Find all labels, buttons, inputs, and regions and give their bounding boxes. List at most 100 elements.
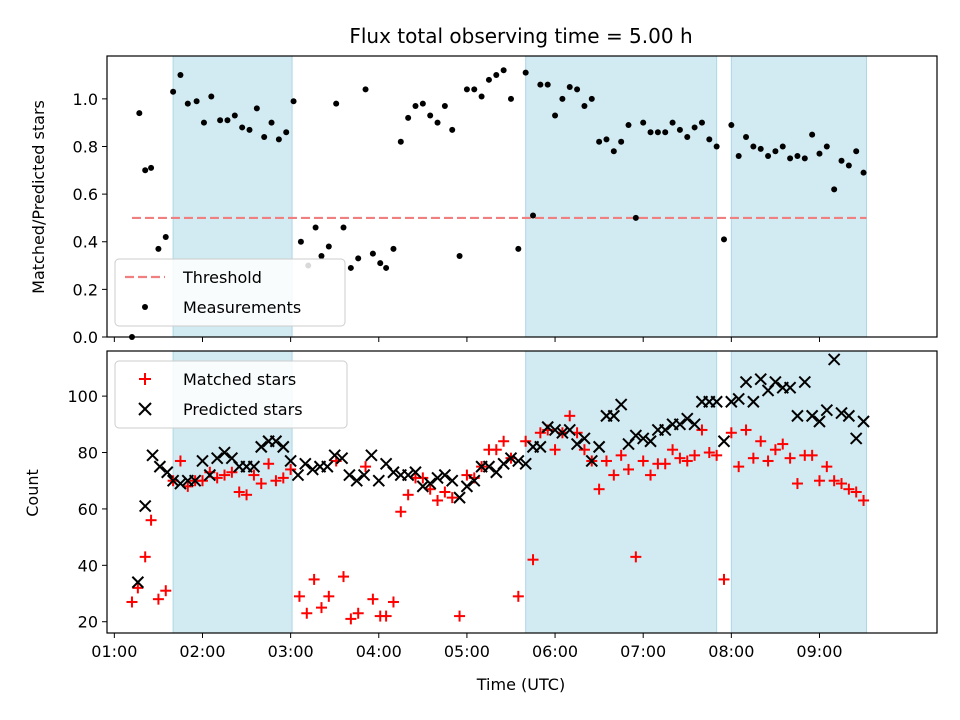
predicted-star-point (659, 423, 672, 437)
matched-star-point (615, 449, 627, 461)
x-stroke-b (423, 477, 437, 490)
predicted-star-point (218, 446, 231, 459)
measurement-point (231, 112, 238, 119)
legend-predicted-swatch (138, 402, 152, 416)
measurement-point (155, 245, 162, 252)
measurement-point (463, 86, 470, 93)
x-stroke-b (827, 353, 841, 366)
predicted-star-point (131, 576, 145, 589)
measurement-point (290, 98, 297, 105)
predicted-star-point (299, 457, 312, 471)
measurement-point (318, 253, 325, 260)
measurement-point (355, 255, 362, 262)
matched-star-point (740, 424, 752, 436)
predicted-star-point (556, 426, 569, 439)
matched-star-point (674, 452, 686, 464)
measurement-point (735, 153, 742, 160)
y-tick-label: 0.0 (73, 328, 98, 347)
predicted-star-point (607, 409, 621, 423)
measurement-point (441, 103, 448, 110)
chart-title: Flux total observing time = 5.00 h (349, 24, 692, 48)
measurement-point (530, 212, 537, 219)
matched-star-point (534, 427, 546, 439)
predicted-star-point (849, 432, 863, 445)
measurement-point (779, 143, 786, 150)
predicted-star-point (827, 353, 841, 366)
measurement-point (559, 95, 566, 102)
predicted-star-point (813, 415, 826, 428)
matched-star-point (315, 602, 327, 614)
predicted-star-point (629, 429, 643, 442)
x-stroke-b (681, 412, 694, 425)
measurement-point (347, 264, 354, 271)
measurement-point (838, 157, 845, 164)
legend-box (114, 360, 348, 429)
measurement-point (610, 148, 617, 155)
matched-star-point (145, 514, 157, 526)
predicted-star-point (798, 375, 811, 389)
x-stroke-b (798, 375, 811, 389)
predicted-star-point (710, 395, 723, 408)
measurement-point (383, 264, 390, 271)
matched-star-point (233, 486, 245, 498)
x-stroke-b (556, 426, 569, 439)
y-tick-label: 0.2 (73, 280, 98, 299)
x-stroke-b (210, 451, 224, 465)
top-panel: 0.0 0.2 0.4 0.6 0.8 1.0 Matched/Predicted sta… (29, 55, 938, 347)
predicted-star-point (835, 406, 848, 420)
measurement-point (471, 86, 478, 93)
measurement-point (493, 72, 500, 79)
x-tick-label: 08:00 (708, 642, 754, 661)
x-stroke-b (166, 474, 180, 487)
y-tick-label: 80 (78, 444, 98, 463)
predicted-star-point (306, 463, 319, 476)
measurement-point (860, 169, 867, 176)
measurement-point (831, 186, 838, 193)
measurement-point (434, 119, 441, 126)
measurement-point (801, 155, 808, 162)
measurement-point (787, 155, 794, 162)
matched-star-point (380, 610, 392, 622)
matched-star-point (132, 582, 144, 594)
matched-star-point (689, 449, 701, 461)
observing-interval (730, 350, 867, 634)
predicted-star-point (791, 409, 804, 423)
predicted-star-point (401, 468, 415, 482)
matched-star-point (843, 483, 855, 495)
x-stroke-b (328, 449, 341, 462)
measurement-point (750, 143, 757, 150)
matched-star-point (747, 452, 759, 464)
x-stroke-b (416, 480, 430, 493)
x-stroke-b (563, 423, 576, 437)
matched-star-point (681, 455, 693, 467)
matched-star-point (725, 427, 737, 439)
matched-star-point (520, 435, 532, 447)
matched-star-point (293, 590, 305, 602)
legend-matched-swatch (139, 373, 151, 385)
measurement-point (261, 133, 268, 140)
matched-star-point (323, 590, 335, 602)
predicted-star-point (210, 451, 224, 465)
legend-measurements-swatch (142, 304, 148, 310)
x-stroke-b (541, 420, 554, 434)
x-stroke-b (218, 446, 231, 459)
predicted-star-point (372, 474, 385, 487)
measurement-point (625, 122, 632, 129)
measurement-point (208, 93, 215, 100)
matched-star-point (432, 494, 444, 506)
predicted-star-point (453, 491, 466, 504)
matched-star-point (637, 455, 649, 467)
predicted-star-point (335, 451, 349, 465)
matched-star-point (160, 585, 172, 597)
matched-star-point (850, 486, 862, 498)
measurement-point (405, 114, 412, 121)
x-stroke-b (438, 468, 452, 482)
predicted-star-point (365, 449, 378, 462)
measurement-point (217, 117, 224, 124)
legend-threshold-label: Threshold (182, 268, 262, 287)
matched-star-point (769, 444, 781, 456)
predicted-star-point (681, 412, 694, 425)
x-stroke-b (482, 460, 496, 473)
predicted-star-point (534, 440, 547, 454)
